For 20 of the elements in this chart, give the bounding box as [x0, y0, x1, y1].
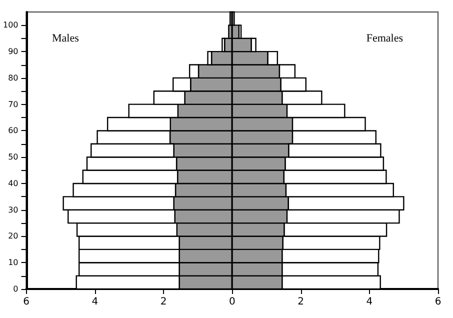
x-tick-label: 6: [23, 296, 30, 308]
x-tick-label: 0: [228, 296, 236, 308]
x-tick-label: 6: [434, 296, 442, 308]
y-tick-label: 10: [8, 258, 18, 268]
y-tick-label: 80: [8, 73, 18, 82]
x-tick-label: 2: [160, 296, 167, 308]
y-tick-label: 30: [8, 205, 18, 214]
annotation: Males: [52, 32, 79, 44]
y-tick-label: 0: [13, 284, 18, 294]
y-tick-label: 100: [2, 20, 18, 30]
annotation: Females: [366, 32, 404, 44]
y-tick-label: 70: [8, 100, 18, 109]
y-tick-label: 90: [8, 47, 18, 56]
y-tick-label: 40: [8, 178, 18, 188]
x-tick-label: 2: [298, 296, 304, 308]
y-tick-label: 20: [8, 232, 18, 241]
x-tick-label: 4: [366, 296, 373, 308]
y-tick-label: 50: [8, 152, 18, 162]
x-tick-label: 4: [92, 296, 98, 308]
y-tick-label: 60: [8, 126, 18, 136]
